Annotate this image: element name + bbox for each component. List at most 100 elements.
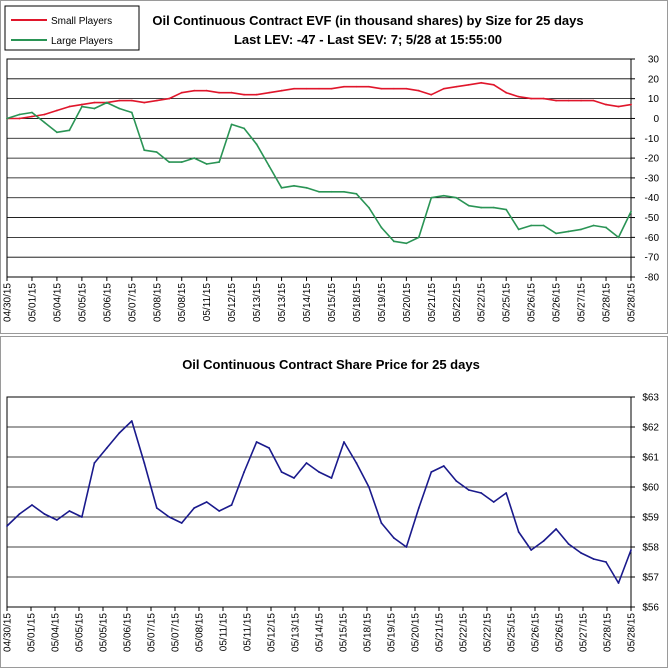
data-point-price xyxy=(68,510,71,512)
data-point-large-players xyxy=(417,236,420,239)
data-point-price xyxy=(492,501,495,503)
data-point-price xyxy=(405,546,408,548)
data-point-price xyxy=(330,477,333,479)
data-point-small-players xyxy=(555,99,558,102)
x-tick-label: 05/18/15 xyxy=(352,283,363,322)
x-tick-label: 05/01/15 xyxy=(27,283,38,322)
data-point-small-players xyxy=(93,101,96,104)
data-point-large-players xyxy=(305,186,308,189)
x-tick-label: 05/07/15 xyxy=(171,613,182,652)
data-point-price xyxy=(455,480,458,482)
data-point-small-players xyxy=(155,99,158,102)
data-point-large-players xyxy=(268,165,270,167)
data-point-small-players xyxy=(368,85,370,88)
data-point-large-players xyxy=(93,107,96,110)
x-tick-label: 05/08/15 xyxy=(177,283,188,322)
x-tick-label: 05/05/15 xyxy=(99,613,110,652)
data-point-small-players xyxy=(243,93,246,96)
data-point-small-players xyxy=(255,93,258,96)
x-tick-label: 05/28/15 xyxy=(602,283,613,322)
evf-y-axis: 30 20 10 0 -10 -20 -30 -40 -50 -60 -70 -80 xyxy=(631,55,659,284)
x-tick-label: 05/01/15 xyxy=(27,613,38,652)
data-point-large-players xyxy=(343,190,345,193)
data-point-large-players xyxy=(293,184,295,187)
y-tick-label: -60 xyxy=(645,233,660,244)
data-point-price xyxy=(605,561,607,563)
x-tick-label: 05/15/15 xyxy=(327,283,338,322)
y-tick-label: -50 xyxy=(645,213,660,224)
evf-legend: Small Players Large Players xyxy=(4,5,140,51)
y-tick-label: 30 xyxy=(648,55,660,66)
evf-series xyxy=(6,81,632,245)
x-tick-label: 05/14/15 xyxy=(315,613,326,652)
x-tick-label: 05/14/15 xyxy=(302,283,313,322)
data-point-small-players xyxy=(605,103,607,106)
data-point-small-players xyxy=(530,97,533,100)
x-tick-label: 05/19/15 xyxy=(377,283,388,322)
data-point-price xyxy=(530,549,533,551)
x-tick-label: 05/26/15 xyxy=(555,613,566,652)
data-point-large-players xyxy=(567,230,570,233)
x-tick-label: 05/22/15 xyxy=(477,283,488,322)
evf-chart-panel: Oil Continuous Contract EVF (in thousand… xyxy=(0,0,668,334)
series-line-large-players xyxy=(6,101,632,245)
data-point-small-players xyxy=(505,91,508,94)
data-point-price xyxy=(542,540,545,542)
data-point-large-players xyxy=(6,117,8,120)
data-point-large-players xyxy=(580,228,582,231)
data-point-small-players xyxy=(118,99,121,102)
data-point-large-players xyxy=(155,151,158,154)
y-tick-label: 0 xyxy=(653,114,659,125)
x-tick-label: 05/08/15 xyxy=(195,613,206,652)
x-tick-label: 05/13/15 xyxy=(277,283,288,322)
x-tick-label: 05/11/15 xyxy=(219,613,230,652)
data-point-price xyxy=(180,522,183,524)
evf-plot-area xyxy=(6,58,632,278)
x-tick-label: 05/25/15 xyxy=(507,613,518,652)
data-point-large-players xyxy=(442,194,445,197)
data-point-large-players xyxy=(555,232,558,235)
data-point-small-players xyxy=(130,99,133,102)
data-point-small-players xyxy=(305,87,308,90)
x-tick-label: 05/20/15 xyxy=(411,613,422,652)
x-tick-label: 05/22/15 xyxy=(483,613,494,652)
x-tick-label: 05/26/15 xyxy=(552,283,563,322)
data-point-small-players xyxy=(318,87,320,90)
x-tick-label: 04/30/15 xyxy=(3,613,14,652)
data-point-price xyxy=(31,504,33,506)
data-point-large-players xyxy=(405,242,408,245)
x-tick-label: 05/11/15 xyxy=(202,283,213,322)
evf-chart-title: Oil Continuous Contract EVF (in thousand… xyxy=(152,13,583,28)
data-point-price xyxy=(293,477,295,479)
data-point-large-players xyxy=(280,186,283,189)
data-point-price xyxy=(93,462,96,464)
x-tick-label: 05/05/15 xyxy=(77,283,88,322)
data-point-price xyxy=(6,525,8,527)
x-tick-label: 05/13/15 xyxy=(291,613,302,652)
data-point-large-players xyxy=(630,210,632,213)
data-point-price xyxy=(417,507,420,509)
data-point-price xyxy=(80,516,83,518)
data-point-large-players xyxy=(255,143,258,146)
data-point-small-players xyxy=(18,117,21,120)
x-tick-label: 05/26/15 xyxy=(531,613,542,652)
data-point-small-players xyxy=(31,115,33,118)
y-tick-label: 20 xyxy=(648,74,660,85)
x-tick-label: 05/19/15 xyxy=(387,613,398,652)
x-tick-label: 05/28/15 xyxy=(627,283,638,322)
data-point-large-players xyxy=(205,163,208,165)
x-tick-label: 05/13/15 xyxy=(252,283,263,322)
data-point-large-players xyxy=(505,208,508,211)
y-tick-label: -40 xyxy=(645,193,660,204)
x-tick-label: 05/28/15 xyxy=(627,613,638,652)
evf-chart-subtitle: Last LEV: -47 - Last SEV: 7; 5/28 at 15:… xyxy=(234,32,502,47)
data-point-small-players xyxy=(542,97,545,100)
data-point-price xyxy=(268,447,270,449)
data-point-small-players xyxy=(143,101,146,104)
x-tick-label: 05/08/15 xyxy=(152,283,163,322)
y-tick-label: -20 xyxy=(645,154,660,165)
data-point-large-players xyxy=(218,161,221,163)
data-point-large-players xyxy=(43,121,46,124)
data-point-small-players xyxy=(230,91,233,94)
evf-x-axis: 04/30/15 05/01/15 05/04/15 05/05/15 05/06/15… xyxy=(3,277,638,322)
